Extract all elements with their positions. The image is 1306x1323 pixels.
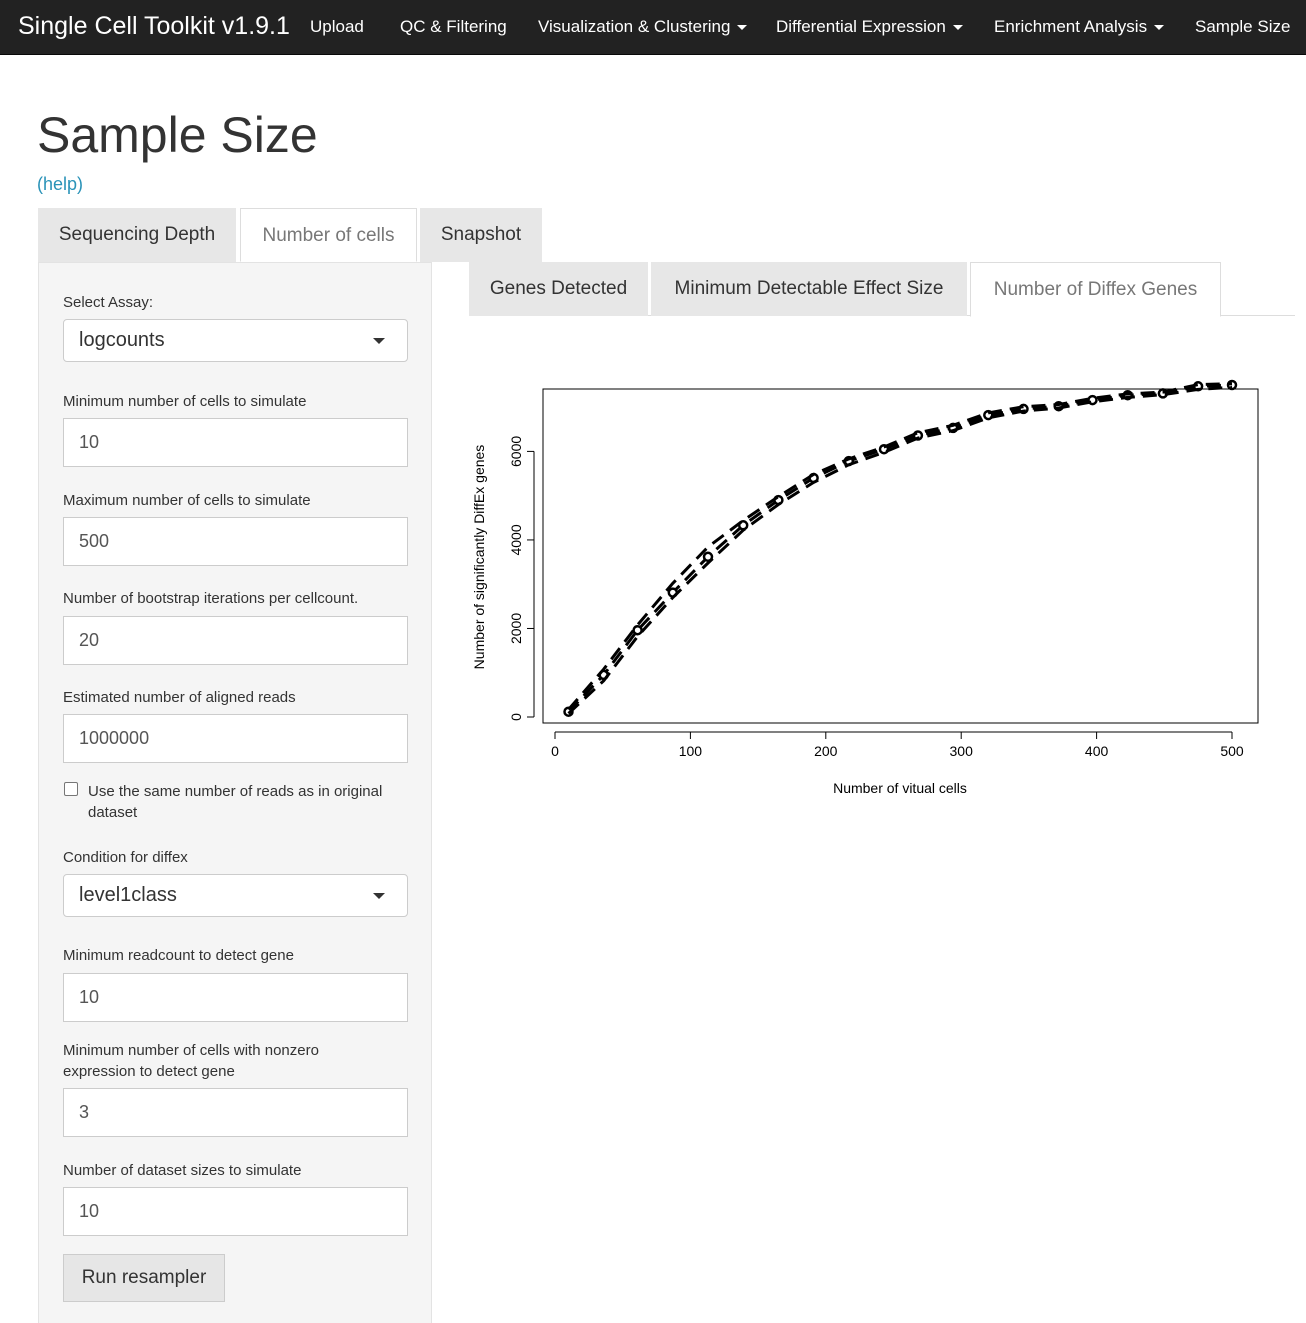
y-tick-label: 2000 [508, 613, 524, 644]
min-cells-label: Minimum number of cells to simulate [63, 393, 307, 410]
dataset-sizes-label: Number of dataset sizes to simulate [63, 1162, 302, 1179]
x-tick-label: 400 [1085, 743, 1109, 759]
nav-differential-expression[interactable]: Differential Expression [776, 17, 963, 37]
condition-label: Condition for diffex [63, 849, 188, 866]
assay-select[interactable]: logcounts [63, 319, 408, 362]
min-nonzero-label: Minimum number of cells with nonzero exp… [63, 1042, 319, 1080]
nav-sample-size-label: Sample Size [1195, 17, 1291, 36]
page-title: Sample Size [37, 107, 318, 163]
nav-upload[interactable]: Upload [310, 17, 364, 37]
plot-frame [542, 388, 1259, 724]
min-nonzero-input[interactable] [63, 1088, 408, 1137]
x-tick-label: 100 [679, 743, 703, 759]
nav-visualization-clustering[interactable]: Visualization & Clustering [538, 17, 748, 37]
tab-genes-detected[interactable]: Genes Detected [469, 262, 648, 316]
series-line-3 [567, 382, 1233, 711]
x-tick-label: 500 [1220, 743, 1244, 759]
bootstrap-label: Number of bootstrap iterations per cellc… [63, 590, 359, 607]
bootstrap-input[interactable] [63, 616, 408, 665]
condition-select[interactable]: level1class [63, 874, 408, 917]
nav-differential-expression-label: Differential Expression [776, 17, 946, 36]
x-axis: 0 100 200 300 400 500 [551, 731, 1244, 759]
data-point [632, 624, 643, 636]
y-axis: 0 2000 4000 6000 [508, 436, 535, 721]
caret-down-icon [737, 25, 748, 31]
dataset-sizes-input[interactable] [63, 1187, 408, 1236]
series-line-1 [567, 383, 1233, 713]
caret-down-icon [952, 25, 963, 31]
tab-snapshot[interactable]: Snapshot [420, 208, 542, 262]
navbar: Single Cell Toolkit v1.9.1 Upload QC & F… [0, 0, 1306, 55]
y-axis-label: Number of significantly DiffEx genes [471, 445, 487, 670]
condition-select-value: level1class [79, 884, 177, 906]
sub-tabs: Genes Detected Minimum Detectable Effect… [469, 262, 1295, 317]
x-axis-label: Number of vitual cells [833, 780, 967, 796]
max-cells-input[interactable] [63, 517, 408, 566]
reads-input[interactable] [63, 714, 408, 763]
nav-visualization-clustering-label: Visualization & Clustering [538, 17, 731, 36]
x-tick-label: 0 [551, 743, 559, 759]
tab-number-of-cells[interactable]: Number of cells [240, 208, 417, 262]
nav-sample-size[interactable]: Sample Size [1195, 17, 1290, 37]
diffex-plot: 0 100 200 300 400 500 0 2000 4000 6000 Number of… [471, 379, 1259, 796]
tab-sequencing-depth[interactable]: Sequencing Depth [38, 208, 236, 262]
x-tick-label: 300 [950, 743, 974, 759]
same-reads-label: Use the same number of reads as in origi… [88, 783, 383, 821]
series-line-2 [567, 385, 1233, 715]
y-tick-label: 0 [508, 713, 524, 721]
assay-label: Select Assay: [63, 294, 154, 311]
caret-down-icon [373, 338, 385, 344]
reads-label: Estimated number of aligned reads [63, 689, 296, 706]
sidebar-panel: Select Assay: logcounts Minimum number o… [38, 262, 432, 1323]
nav-enrichment-analysis-label: Enrichment Analysis [994, 17, 1148, 36]
min-readcount-label: Minimum readcount to detect gene [63, 947, 294, 964]
assay-select-value: logcounts [79, 329, 165, 351]
nav-qc-filtering[interactable]: QC & Filtering [400, 17, 507, 37]
nav-upload-label: Upload [310, 17, 364, 36]
data-point [702, 551, 714, 563]
min-cells-input[interactable] [63, 418, 408, 467]
series-layer [563, 379, 1238, 717]
x-tick-label: 200 [814, 743, 838, 759]
min-readcount-input[interactable] [63, 973, 408, 1022]
tab-min-detectable-effect-size[interactable]: Minimum Detectable Effect Size [651, 262, 967, 316]
brand[interactable]: Single Cell Toolkit v1.9.1 [18, 12, 290, 40]
y-tick-label: 4000 [508, 524, 524, 555]
max-cells-label: Maximum number of cells to simulate [63, 492, 311, 509]
tab-number-of-diffex-genes[interactable]: Number of Diffex Genes [970, 262, 1221, 317]
caret-down-icon [1154, 25, 1165, 31]
nav-enrichment-analysis[interactable]: Enrichment Analysis [994, 17, 1165, 37]
help-link[interactable]: (help) [37, 174, 84, 194]
y-tick-label: 6000 [508, 436, 524, 467]
run-resampler-button[interactable]: Run resampler [63, 1254, 225, 1302]
nav-qc-filtering-label: QC & Filtering [400, 17, 507, 36]
same-reads-checkbox[interactable] [64, 782, 78, 796]
caret-down-icon [373, 893, 385, 899]
